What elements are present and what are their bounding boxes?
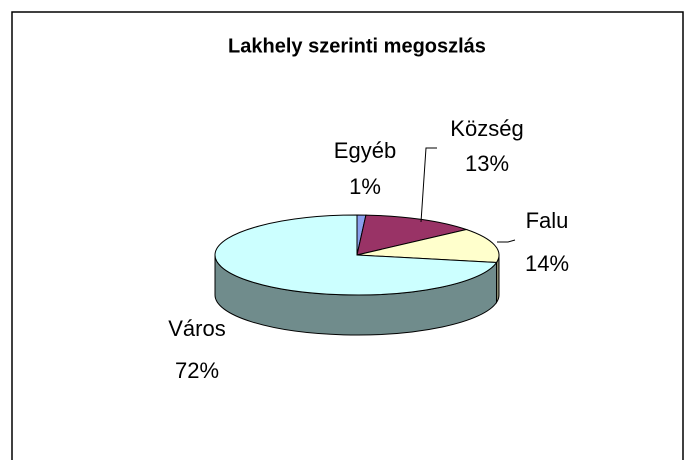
slice-value-label: 1%	[349, 174, 381, 199]
pie-slice	[356, 228, 500, 264]
slice-value-label: 14%	[525, 251, 569, 276]
leader-line	[497, 239, 516, 243]
slice-value-label: 13%	[465, 151, 509, 176]
slice-label: Falu	[526, 208, 569, 233]
slice-label: Város	[168, 316, 225, 341]
slice-label: Egyéb	[334, 138, 396, 163]
leader-line	[420, 147, 437, 223]
slice-label: Község	[450, 116, 523, 141]
chart-title: Lakhely szerinti megoszlás	[228, 35, 486, 57]
pie-slice	[214, 214, 498, 296]
slice-value-label: 72%	[175, 358, 219, 383]
